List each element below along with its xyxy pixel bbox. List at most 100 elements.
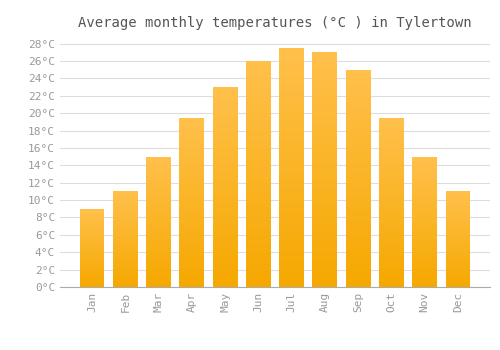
Bar	[246, 115, 271, 118]
Bar	[412, 186, 437, 187]
Bar	[146, 262, 171, 264]
Bar	[279, 194, 304, 196]
Bar	[279, 125, 304, 127]
Bar	[379, 216, 404, 218]
Bar	[212, 271, 238, 273]
Bar	[113, 266, 138, 267]
Bar	[180, 174, 204, 175]
Bar	[412, 248, 437, 249]
Bar	[412, 201, 437, 202]
Bar	[346, 283, 370, 285]
Bar	[379, 268, 404, 270]
Bar	[279, 134, 304, 136]
Bar	[113, 282, 138, 283]
Bar	[113, 241, 138, 242]
Bar	[412, 233, 437, 235]
Bar	[246, 206, 271, 208]
Bar	[80, 277, 104, 278]
Bar	[246, 239, 271, 242]
Bar	[412, 254, 437, 256]
Bar	[412, 170, 437, 171]
Bar	[279, 62, 304, 65]
Bar	[212, 145, 238, 147]
Bar	[246, 188, 271, 190]
Bar	[412, 171, 437, 172]
Bar	[346, 157, 370, 159]
Bar	[312, 250, 338, 252]
Bar	[180, 172, 204, 174]
Bar	[379, 218, 404, 219]
Bar	[279, 177, 304, 180]
Bar	[113, 195, 138, 196]
Bar	[146, 168, 171, 170]
Bar	[113, 271, 138, 272]
Bar	[279, 227, 304, 230]
Bar	[113, 284, 138, 285]
Bar	[212, 267, 238, 269]
Bar	[180, 199, 204, 201]
Bar	[180, 201, 204, 202]
Bar	[246, 140, 271, 142]
Bar	[180, 228, 204, 229]
Bar	[346, 244, 370, 246]
Bar	[446, 198, 470, 199]
Bar	[212, 251, 238, 253]
Bar	[113, 268, 138, 269]
Bar	[180, 121, 204, 122]
Bar	[212, 151, 238, 153]
Bar	[212, 181, 238, 183]
Bar	[312, 66, 338, 69]
Bar	[379, 156, 404, 158]
Bar	[246, 222, 271, 224]
Bar	[279, 203, 304, 206]
Bar	[212, 245, 238, 247]
Bar	[146, 183, 171, 184]
Bar	[346, 137, 370, 139]
Bar	[446, 274, 470, 275]
Bar	[412, 190, 437, 192]
Bar	[113, 261, 138, 262]
Bar	[346, 183, 370, 185]
Bar	[113, 273, 138, 274]
Bar	[113, 247, 138, 248]
Bar	[146, 206, 171, 208]
Bar	[212, 255, 238, 257]
Bar	[379, 214, 404, 216]
Bar	[446, 205, 470, 206]
Bar	[146, 280, 171, 282]
Bar	[146, 248, 171, 249]
Bar	[312, 94, 338, 97]
Bar	[146, 244, 171, 245]
Bar	[379, 124, 404, 126]
Bar	[146, 196, 171, 197]
Bar	[446, 284, 470, 285]
Bar	[146, 279, 171, 280]
Bar	[346, 89, 370, 91]
Bar	[146, 213, 171, 214]
Bar	[180, 160, 204, 162]
Bar	[412, 273, 437, 274]
Bar	[412, 280, 437, 282]
Bar	[279, 225, 304, 227]
Bar	[146, 235, 171, 236]
Bar	[212, 93, 238, 95]
Bar	[346, 161, 370, 163]
Bar	[279, 180, 304, 182]
Bar	[246, 97, 271, 99]
Bar	[312, 74, 338, 76]
Bar	[113, 237, 138, 238]
Bar	[312, 144, 338, 146]
Bar	[312, 158, 338, 160]
Bar	[379, 192, 404, 194]
Bar	[180, 202, 204, 204]
Bar	[379, 180, 404, 182]
Bar	[212, 221, 238, 223]
Bar	[346, 113, 370, 116]
Bar	[379, 250, 404, 251]
Bar	[246, 122, 271, 124]
Bar	[212, 155, 238, 157]
Bar	[346, 111, 370, 113]
Bar	[446, 257, 470, 258]
Bar	[246, 90, 271, 93]
Bar	[246, 77, 271, 79]
